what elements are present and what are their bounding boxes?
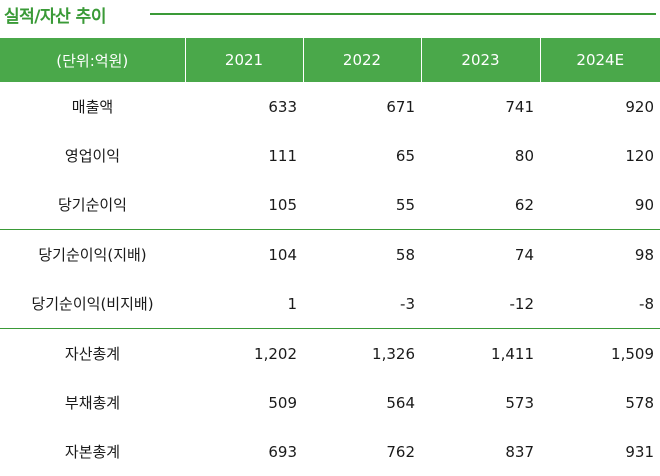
cell-value: 111 (268, 146, 297, 165)
cell-value: 62 (514, 195, 534, 214)
row-label: 부채총계 (64, 394, 121, 412)
cell-value: 120 (625, 146, 654, 165)
cell-value: 693 (268, 442, 297, 461)
header-year: 2021 (184, 38, 303, 82)
cell-value: -12 (509, 294, 535, 313)
cell-value: 80 (514, 146, 534, 165)
cell-value: 573 (505, 393, 534, 412)
cell-value: 741 (505, 97, 534, 116)
cell-value: 1 (287, 294, 297, 313)
cell-value: -8 (639, 294, 654, 313)
row-label: 자본총계 (64, 443, 121, 461)
section-title: 실적/자산 추이 (4, 7, 106, 27)
header-year: 2023 (420, 38, 540, 82)
row-label: 당기순이익 (57, 196, 127, 214)
table-row: 자산총계 1,202 1,326 1,411 1,509 (0, 328, 660, 378)
cell-value: 920 (625, 97, 654, 116)
cell-value: 1,202 (185, 328, 303, 378)
header-year: 2022 (302, 38, 421, 82)
cell-value: 633 (268, 97, 297, 116)
table-row: 영업이익 111 65 80 120 (0, 131, 660, 180)
header-unit: (단위:억원) (0, 38, 185, 82)
cell-value: 1,411 (421, 328, 540, 378)
table-row: 자본총계 693 762 837 931 (0, 427, 660, 476)
table-row: 매출액 633 671 741 920 (0, 82, 660, 131)
cell-value: 671 (386, 97, 415, 116)
table-row: 당기순이익(비지배) 1 -3 -12 -8 (0, 279, 660, 329)
row-label: 자산총계 (0, 328, 185, 378)
row-label: 영업이익 (64, 147, 121, 165)
section-header: 실적/자산 추이 (0, 0, 660, 30)
table-row: 당기순이익 105 55 62 90 (0, 180, 660, 230)
cell-value: 104 (185, 229, 303, 279)
row-label: 당기순이익(비지배) (31, 295, 154, 313)
cell-value: 1,509 (540, 328, 660, 378)
cell-value: 58 (303, 229, 421, 279)
row-label: 매출액 (71, 98, 114, 116)
cell-value: 931 (625, 442, 654, 461)
cell-value: 509 (268, 393, 297, 412)
cell-value: 762 (386, 442, 415, 461)
cell-value: 65 (395, 146, 415, 165)
cell-value: 105 (268, 195, 297, 214)
cell-value: 90 (634, 195, 654, 214)
cell-value: 98 (540, 229, 660, 279)
cell-value: 1,326 (303, 328, 421, 378)
cell-value: 578 (625, 393, 654, 412)
header-year: 2024E (539, 38, 660, 82)
cell-value: -3 (400, 294, 415, 313)
cell-value: 837 (505, 442, 534, 461)
cell-value: 55 (395, 195, 415, 214)
table-row: 당기순이익(지배) 104 58 74 98 (0, 229, 660, 279)
table-row: 부채총계 509 564 573 578 (0, 378, 660, 427)
row-label: 당기순이익(지배) (0, 229, 185, 279)
cell-value: 74 (421, 229, 540, 279)
title-divider (150, 13, 656, 15)
financial-table: (단위:억원) 2021 2022 2023 2024E 매출액 633 671… (0, 38, 660, 476)
cell-value: 564 (386, 393, 415, 412)
table-header-row: (단위:억원) 2021 2022 2023 2024E (0, 38, 660, 82)
